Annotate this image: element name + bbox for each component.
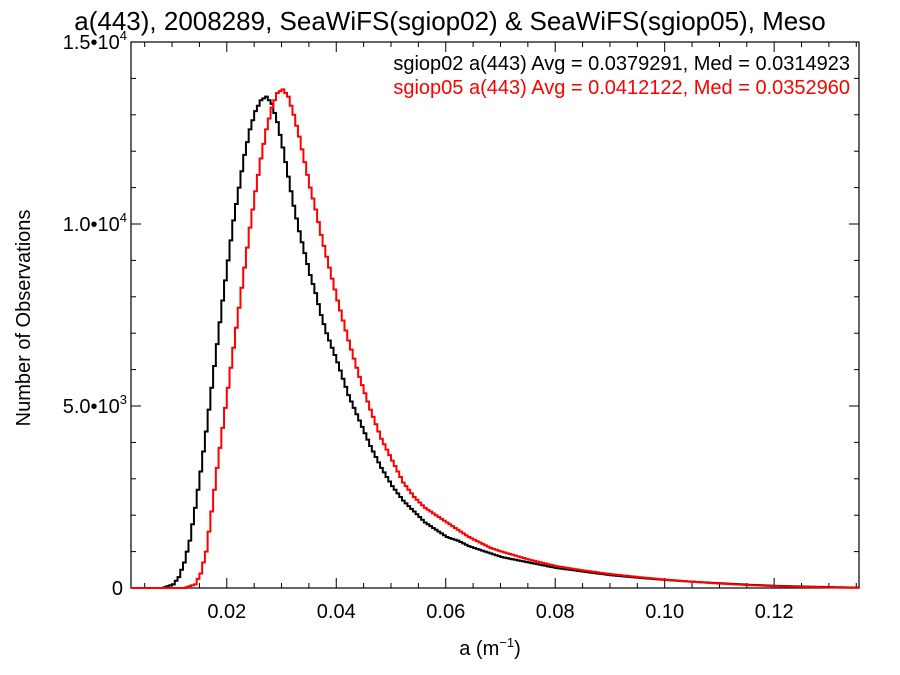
legend: sgiop02 a(443) Avg = 0.0379291, Med = 0.… [393, 53, 850, 99]
series-line-2 [131, 88, 860, 589]
plot-frame [130, 41, 860, 589]
x-tick-label: 0.06 [426, 601, 465, 623]
chart-title: a(443), 2008289, SeaWiFS(sgiop02) & SeaW… [74, 6, 825, 36]
x-tick-label: 0.12 [755, 601, 794, 623]
x-tick-label: 0.10 [645, 601, 684, 623]
series-lines [131, 88, 860, 589]
x-axis-label: a (m−1) [459, 635, 521, 660]
y-tick-label: 0 [112, 578, 123, 600]
legend-entry-1: sgiop02 a(443) Avg = 0.0379291, Med = 0.… [393, 53, 850, 75]
legend-entry-2: sgiop05 a(443) Avg = 0.0412122, Med = 0.… [393, 77, 850, 99]
y-tick-label: 5.0•103 [63, 392, 127, 418]
x-tick-label: 0.04 [317, 601, 356, 623]
axis-ticks: 0.02 0.04 0.06 0.08 0.10 0.12 0 5.0•103 1.0•104 1… [63, 28, 859, 623]
y-axis-label: Number of Observations [13, 210, 35, 427]
y-tick-label: 1.0•104 [63, 210, 127, 236]
x-axis-label-superscript: −1 [499, 635, 514, 650]
x-tick-label: 0.02 [207, 601, 246, 623]
series-line-1 [131, 95, 860, 589]
x-tick-label: 0.08 [536, 601, 575, 623]
y-tick-label: 1.5•104 [63, 28, 127, 54]
